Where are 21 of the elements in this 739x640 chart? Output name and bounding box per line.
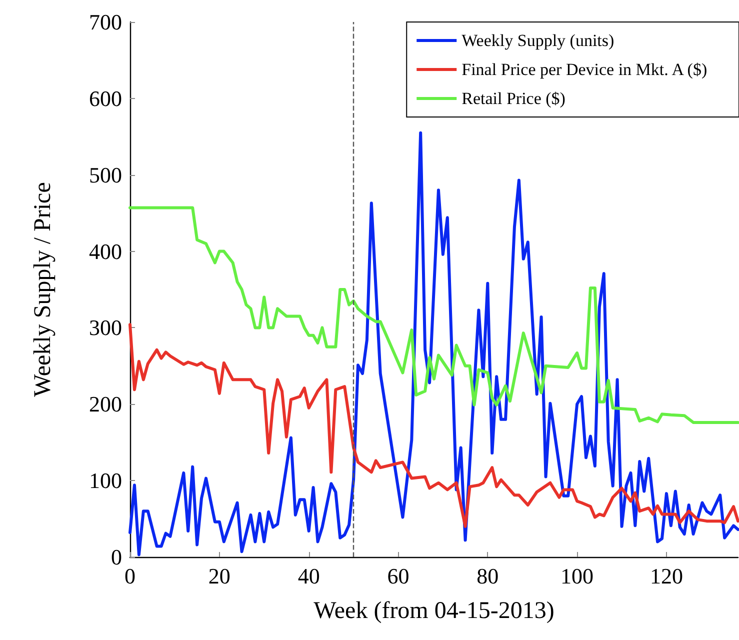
y-tick-label: 500 <box>89 162 122 188</box>
x-tick-label: 80 <box>476 564 499 588</box>
line-series <box>128 206 739 424</box>
x-tick-label: 120 <box>650 564 683 588</box>
y-tick-label: 200 <box>89 392 122 417</box>
y-tick-label: 300 <box>89 315 122 340</box>
x-tick-label: 60 <box>387 564 410 588</box>
legend-label: Final Price per Device in Mkt. A ($) <box>462 60 708 79</box>
y-tick-label: 700 <box>89 10 122 34</box>
line-series <box>128 323 739 528</box>
y-tick-label: 100 <box>89 468 122 494</box>
x-axis-title: Week (from 04-15-2013) <box>314 598 554 624</box>
y-axis-title: Weekly Supply / Price <box>30 182 56 397</box>
legend-label: Weekly Supply (units) <box>462 31 614 50</box>
x-tick-label: 20 <box>208 564 230 588</box>
y-tick-label: 400 <box>89 238 122 264</box>
x-tick-label: 40 <box>298 564 320 588</box>
y-tick-label: 600 <box>89 86 122 111</box>
y-tick-label: 0 <box>111 544 122 570</box>
x-tick-label: 100 <box>560 564 594 588</box>
legend-label: Retail Price ($) <box>462 89 566 108</box>
